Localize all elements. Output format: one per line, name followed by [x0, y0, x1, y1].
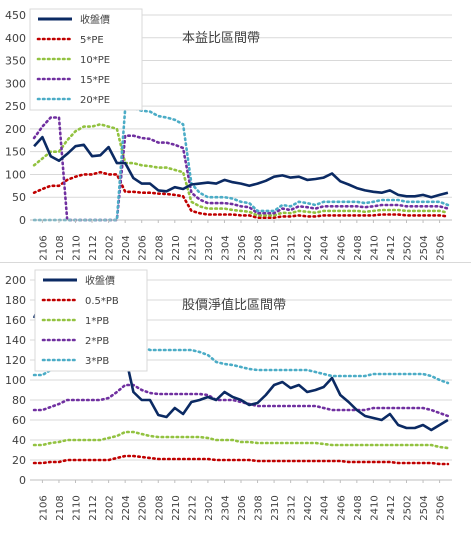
- y-tick-label: 120: [5, 354, 26, 367]
- pb-legend: 收盤價 0.5*PB 1*PB 2*PB 3*PB: [34, 269, 148, 372]
- x-tick-label: 2410: [369, 235, 380, 260]
- pe-band-chart: 0 50 100 150 200 250 300 350 400 450 2106 2108 2110…: [0, 0, 471, 263]
- y-tick-label: 450: [5, 9, 26, 22]
- x-tick-label: 2112: [88, 495, 99, 520]
- legend-label: 0.5*PB: [85, 296, 119, 307]
- legend-label: 10*PE: [80, 55, 110, 66]
- legend-label: 1*PB: [85, 316, 109, 327]
- x-tick-label: 2212: [187, 495, 198, 520]
- x-tick-label: 2206: [138, 495, 149, 520]
- legend-label: 收盤價: [80, 13, 110, 26]
- series-line-4: [32, 338, 450, 385]
- legend-label: 收盤價: [85, 274, 115, 287]
- legend-label: 5*PE: [80, 35, 104, 46]
- x-tick-label: 2112: [88, 235, 99, 260]
- x-tick-label: 2304: [220, 495, 231, 520]
- x-tick-label: 2108: [55, 495, 66, 520]
- y-tick-label: 100: [5, 374, 26, 387]
- x-tick-label: 2304: [220, 235, 231, 260]
- x-tick-label: 2308: [254, 235, 265, 260]
- y-tick-label: 300: [5, 77, 26, 90]
- series-line-3: [32, 116, 450, 222]
- x-tick-label: 2402: [303, 235, 314, 260]
- x-tick-label: 2202: [105, 235, 116, 260]
- x-tick-label: 2206: [138, 235, 149, 260]
- x-tick-label: 2312: [287, 235, 298, 260]
- x-tick-label: 2402: [303, 495, 314, 520]
- legend-label: 20*PE: [80, 95, 110, 106]
- x-tick-label: 2412: [386, 495, 397, 520]
- x-tick-label: 2406: [336, 235, 347, 260]
- pe-band-chart-svg: 0 50 100 150 200 250 300 350 400 450 2106 2108 2110…: [5, 8, 452, 261]
- x-tick-label: 2204: [121, 495, 132, 520]
- x-tick-label: 2502: [402, 235, 413, 260]
- x-tick-label: 2306: [237, 235, 248, 260]
- series-line-3: [32, 383, 450, 418]
- y-tick-label: 20: [12, 454, 26, 467]
- x-tick-label: 2312: [287, 495, 298, 520]
- x-tick-label: 2208: [154, 235, 165, 260]
- x-tick-label: 2310: [270, 235, 281, 260]
- y-tick-label: 400: [5, 32, 26, 45]
- x-tick-label: 2412: [386, 235, 397, 260]
- x-tick-label: 2408: [353, 235, 364, 260]
- y-tick-label: 200: [5, 274, 26, 287]
- legend-label: 2*PB: [85, 336, 109, 347]
- x-tick-label: 2302: [204, 235, 215, 260]
- y-tick-label: 100: [5, 168, 26, 181]
- y-tick-label: 80: [12, 394, 26, 407]
- pb-band-title: 股價淨值比區間帶: [182, 297, 286, 313]
- y-tick-label: 50: [12, 191, 26, 204]
- x-tick-label: 2504: [419, 495, 430, 520]
- pe-legend: 收盤價 5*PE 10*PE 15*PE 20*PE: [29, 8, 143, 111]
- x-tick-label: 2408: [353, 495, 364, 520]
- series-line-2: [32, 123, 450, 217]
- x-tick-label: 2302: [204, 495, 215, 520]
- y-tick-label: 250: [5, 100, 26, 113]
- legend-label: 15*PE: [80, 75, 110, 86]
- series-line-1: [32, 454, 450, 466]
- x-tick-label: 2404: [320, 235, 331, 260]
- y-tick-label: 140: [5, 334, 26, 347]
- x-tick-label: 2208: [154, 495, 165, 520]
- series-line-2: [32, 430, 450, 450]
- pb-band-chart: 0 20 40 60 80 100 120 140 160 180 200 2106 2108 2110…: [0, 265, 471, 530]
- y-tick-label: 350: [5, 55, 26, 68]
- x-tick-label: 2404: [320, 495, 331, 520]
- x-tick-label: 2110: [72, 495, 83, 520]
- x-tick-label: 2502: [402, 495, 413, 520]
- x-tick-label: 2406: [336, 495, 347, 520]
- x-tick-label: 2110: [72, 235, 83, 260]
- series-line-1: [32, 170, 450, 219]
- x-tick-label: 2410: [369, 495, 380, 520]
- x-tick-label: 2308: [254, 495, 265, 520]
- y-tick-label: 160: [5, 314, 26, 327]
- x-tick-label: 2204: [121, 235, 132, 260]
- series-line-0: [33, 135, 449, 199]
- x-tick-label: 2310: [270, 495, 281, 520]
- y-tick-label: 200: [5, 123, 26, 136]
- x-tick-label: 2210: [171, 235, 182, 260]
- x-tick-label: 2108: [55, 235, 66, 260]
- pb-band-chart-svg: 0 20 40 60 80 100 120 140 160 180 200 2106 2108 2110…: [5, 269, 452, 521]
- y-tick-label: 180: [5, 294, 26, 307]
- x-tick-label: 2504: [419, 235, 430, 260]
- x-tick-label: 2106: [38, 235, 49, 260]
- y-tick-label: 60: [12, 414, 26, 427]
- series-line-4: [32, 107, 450, 222]
- x-tick-label: 2212: [187, 235, 198, 260]
- x-tick-label: 2506: [436, 235, 447, 260]
- pe-band-title: 本益比區間帶: [182, 31, 260, 46]
- x-tick-label: 2202: [105, 495, 116, 520]
- y-tick-label: 0: [19, 214, 26, 227]
- y-tick-label: 40: [12, 434, 26, 447]
- x-tick-label: 2106: [38, 495, 49, 520]
- y-tick-label: 150: [5, 146, 26, 159]
- legend-label: 3*PB: [85, 356, 109, 367]
- x-tick-label: 2306: [237, 495, 248, 520]
- y-tick-label: 0: [19, 474, 26, 487]
- x-tick-label: 2506: [436, 495, 447, 520]
- x-tick-label: 2210: [171, 495, 182, 520]
